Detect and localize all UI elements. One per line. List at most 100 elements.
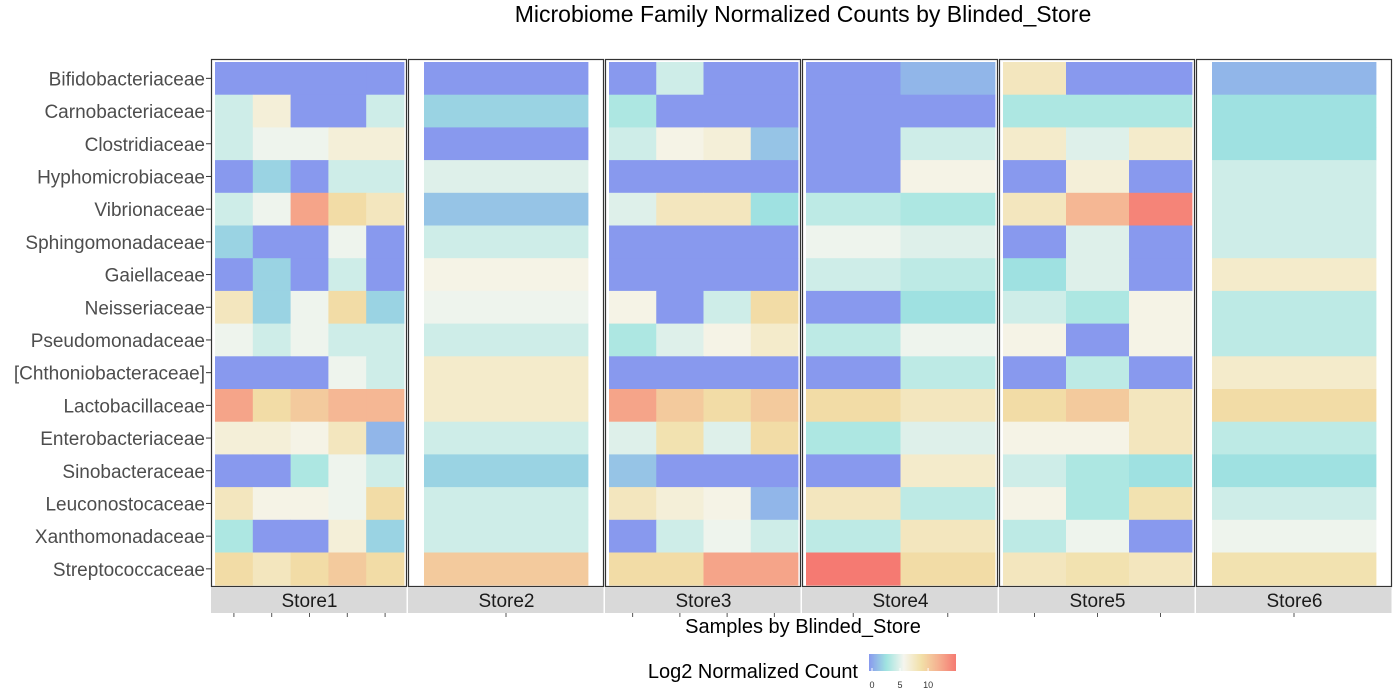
heatmap-cell [806,454,901,488]
facet-strip [1196,587,1392,613]
heatmap-cell [424,487,589,521]
facet-strip [211,587,407,613]
heatmap-cell [215,356,254,390]
heatmap-cell [1129,225,1193,259]
heatmap-cell [424,225,589,259]
heatmap-cell [1212,519,1377,553]
chart-title: Microbiome Family Normalized Counts by B… [515,1,1092,27]
heatmap-cell [290,552,329,586]
heatmap-cell [290,356,329,390]
row-label: Lactobacillaceae [63,396,205,417]
heatmap-cell [1212,454,1377,488]
heatmap-cell [806,552,901,586]
heatmap-cell [900,487,996,521]
heatmap-cell [290,519,329,553]
panel-border [210,58,408,588]
heatmap-cell [750,487,799,521]
heatmap-cell [703,290,752,324]
heatmap-cell [366,421,405,455]
heatmap-cell [750,421,799,455]
row-label: Vibrionaceae [94,200,205,221]
heatmap-cell [1129,160,1193,194]
heatmap-cell [290,323,329,357]
heatmap-cell [215,192,254,226]
heatmap-cell [215,160,254,194]
heatmap-cell [656,421,704,455]
heatmap-cell [424,323,589,357]
heatmap-cell [366,258,405,292]
heatmap-cell [900,94,996,128]
heatmap-cell [424,258,589,292]
heatmap-cell [703,356,752,390]
heatmap-cell [750,356,799,390]
row-label: Sphingomonadaceae [25,233,205,254]
legend-tick-label: 10 [923,680,933,690]
facet-panel: Store3 [604,58,802,617]
heatmap-cell [1066,290,1130,324]
x-axis-title: Samples by Blinded_Store [685,616,921,638]
heatmap-cell [215,62,254,96]
heatmap-cell [1003,421,1067,455]
heatmap-cell [750,225,799,259]
heatmap-cell [750,323,799,357]
row-label: Enterobacteriaceae [40,429,205,450]
heatmap-cell [609,356,657,390]
heatmap-cell [1129,421,1193,455]
heatmap-cell [609,62,657,96]
heatmap-cell [1066,323,1130,357]
heatmap-cell [900,454,996,488]
heatmap-cell [1003,519,1067,553]
heatmap-cell [750,62,799,96]
heatmap-cell [900,258,996,292]
heatmap-cell [900,225,996,259]
heatmap-cell [215,290,254,324]
heatmap-cell [252,160,291,194]
heatmap-cell [703,421,752,455]
heatmap-cell [656,323,704,357]
heatmap-cell [806,487,901,521]
heatmap-cell [656,160,704,194]
facet-strip [999,587,1195,613]
heatmap-cell [424,389,589,423]
heatmap-cell [1129,62,1193,96]
heatmap-cell [806,192,901,226]
heatmap-cell [609,127,657,161]
facet-strip [802,587,998,613]
heatmap-cell [215,552,254,586]
heatmap-cell [703,94,752,128]
heatmap-cell [328,519,367,553]
heatmap-cell [1212,225,1377,259]
heatmap-cell [1129,454,1193,488]
heatmap-cell [806,389,901,423]
heatmap-cell [703,323,752,357]
heatmap-cell [1003,225,1067,259]
heatmap-cell [290,421,329,455]
heatmap-cell [1003,389,1067,423]
heatmap-cell [1066,258,1130,292]
heatmap-cell [750,94,799,128]
heatmap-cell [1129,487,1193,521]
heatmap-cell [609,160,657,194]
heatmap-cell [1003,127,1067,161]
heatmap-cell [215,421,254,455]
heatmap-cell [1212,389,1377,423]
heatmap-cell [656,519,704,553]
facet-panel: Store5 [998,58,1196,617]
heatmap-cell [328,160,367,194]
heatmap-cell [656,487,704,521]
heatmap-cell [750,389,799,423]
heatmap-cell [703,258,752,292]
heatmap-cell [366,290,405,324]
heatmap-cell [900,519,996,553]
row-label: Gaiellaceae [105,266,205,287]
heatmap-cell [656,94,704,128]
heatmap-cell [703,62,752,96]
heatmap-cell [424,356,589,390]
heatmap-cell [424,454,589,488]
row-label: Pseudomonadaceae [31,331,205,352]
heatmap-cell [656,192,704,226]
heatmap-cell [1003,290,1067,324]
heatmap-cell [328,356,367,390]
heatmap-cell [806,225,901,259]
row-label: Streptococcaceae [53,560,205,581]
